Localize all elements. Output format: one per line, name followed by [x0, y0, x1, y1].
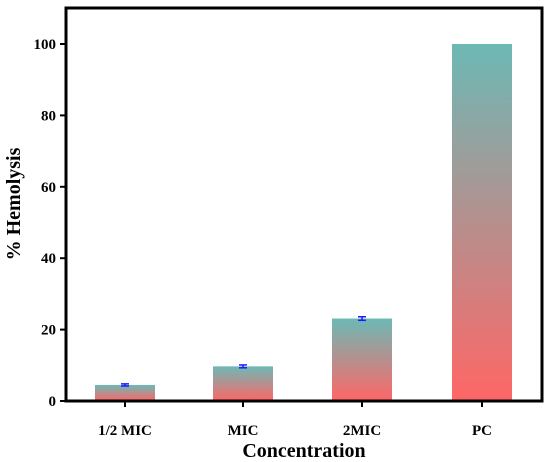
bar-pc — [452, 44, 512, 401]
y-axis-title: % Hemolysis — [3, 147, 25, 260]
y-tick-label-80: 80 — [41, 108, 56, 124]
error-bars-group — [121, 315, 366, 387]
x-tick-label-1-2-mic: 1/2 MIC — [98, 423, 152, 439]
bar-1-2-mic — [95, 384, 155, 401]
bar-mic — [213, 366, 273, 401]
error-bar-mic — [239, 364, 247, 369]
y-tick-label-20: 20 — [41, 323, 56, 339]
plot-frame — [64, 6, 544, 403]
x-tick-label-2mic: 2MIC — [343, 423, 381, 439]
x-axis: 1/2 MIC MIC 2MIC PC — [98, 401, 492, 439]
y-axis: 0 20 40 60 80 100 — [34, 37, 66, 410]
bar-2mic — [332, 318, 392, 401]
y-tick-label-100: 100 — [34, 37, 57, 53]
error-bar-1-2-mic — [121, 383, 129, 387]
error-bar-2mic — [358, 315, 366, 322]
x-tick-label-mic: MIC — [228, 423, 259, 439]
y-tick-label-0: 0 — [49, 394, 57, 410]
y-tick-label-40: 40 — [41, 251, 56, 267]
bars-group — [95, 44, 512, 401]
y-tick-label-60: 60 — [41, 180, 56, 196]
x-tick-label-pc: PC — [472, 423, 492, 439]
x-axis-title: Concentration — [242, 440, 365, 462]
